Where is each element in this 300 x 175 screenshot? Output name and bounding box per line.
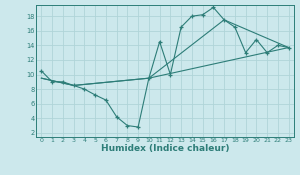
- X-axis label: Humidex (Indice chaleur): Humidex (Indice chaleur): [101, 144, 229, 153]
